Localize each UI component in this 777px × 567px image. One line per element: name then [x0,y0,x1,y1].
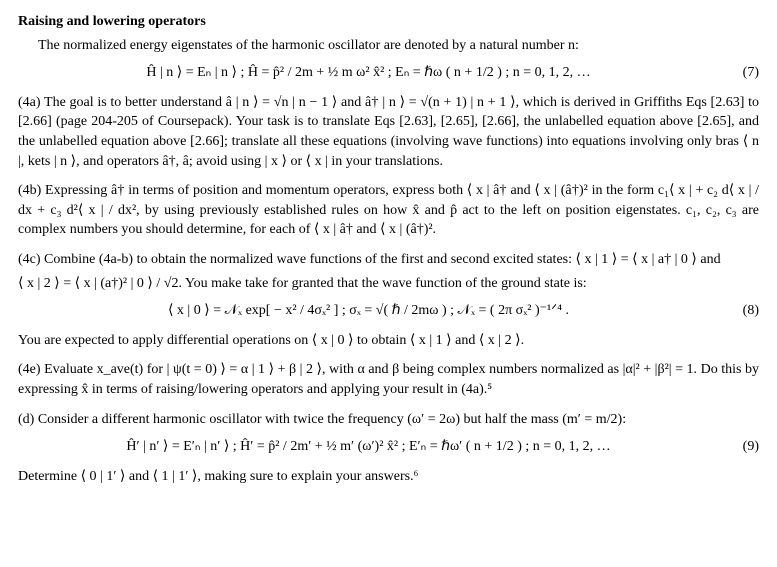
paragraph-4a: (4a) The goal is to better understand â … [18,93,759,171]
paragraph-4c-line3: You are expected to apply differential o… [18,331,759,351]
equation-7-number: (7) [719,63,759,83]
paragraph-4c-line1: (4c) Combine (4a-b) to obtain the normal… [18,250,759,270]
intro-text: The normalized energy eigenstates of the… [18,36,759,56]
equation-8-number: (8) [719,301,759,321]
equation-8-content: ⟨ x | 0 ⟩ = 𝒩ₓ exp[ − x² / 4σₓ² ] ; σₓ =… [18,301,719,321]
paragraph-d: (d) Consider a different harmonic oscill… [18,410,759,430]
equation-8: ⟨ x | 0 ⟩ = 𝒩ₓ exp[ − x² / 4σₓ² ] ; σₓ =… [18,301,759,321]
paragraph-4e: (4e) Evaluate x_ave(t) for | ψ(t = 0) ⟩ … [18,360,759,399]
equation-9-content: Ĥ′ | n′ ⟩ = E′ₙ | n′ ⟩ ; Ĥ′ = p̂² / 2m′ … [18,437,719,457]
equation-9-number: (9) [719,437,759,457]
equation-9: Ĥ′ | n′ ⟩ = E′ₙ | n′ ⟩ ; Ĥ′ = p̂² / 2m′ … [18,437,759,457]
paragraph-4c-line2: ⟨ x | 2 ⟩ = ⟨ x | (a†)² | 0 ⟩ / √2. You … [18,274,759,294]
section-title: Raising and lowering operators [18,12,759,32]
paragraph-d2: Determine ⟨ 0 | 1′ ⟩ and ⟨ 1 | 1′ ⟩, mak… [18,467,759,487]
equation-7-content: Ĥ | n ⟩ = Eₙ | n ⟩ ; Ĥ = p̂² / 2m + ½ m … [18,63,719,83]
equation-7: Ĥ | n ⟩ = Eₙ | n ⟩ ; Ĥ = p̂² / 2m + ½ m … [18,63,759,83]
paragraph-4b: (4b) Expressing â† in terms of position … [18,181,759,240]
